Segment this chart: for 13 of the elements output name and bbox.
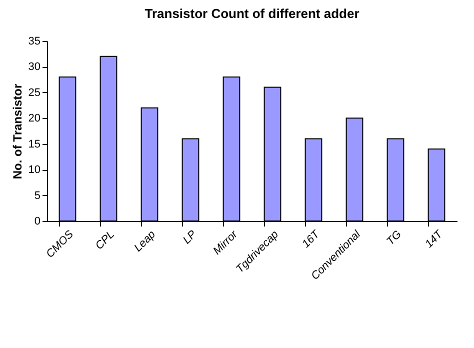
y-axis-title: No. of Transistor bbox=[10, 84, 24, 180]
y-tick-label: 10 bbox=[28, 164, 40, 176]
chart-title: Transistor Count of different adder bbox=[144, 6, 360, 21]
y-tick-label: 5 bbox=[34, 190, 40, 202]
y-tick-label: 20 bbox=[28, 112, 40, 125]
y-tick-label: 35 bbox=[28, 36, 40, 48]
x-tick-label: LP bbox=[180, 228, 200, 247]
y-tick-label: 0 bbox=[34, 216, 40, 228]
x-tick-label: TG bbox=[384, 228, 404, 248]
y-tick-label: 25 bbox=[28, 86, 40, 99]
y-tick-label: 15 bbox=[28, 138, 40, 150]
x-tick-label: CPL bbox=[93, 228, 117, 252]
y-tick-label: 30 bbox=[28, 61, 40, 74]
